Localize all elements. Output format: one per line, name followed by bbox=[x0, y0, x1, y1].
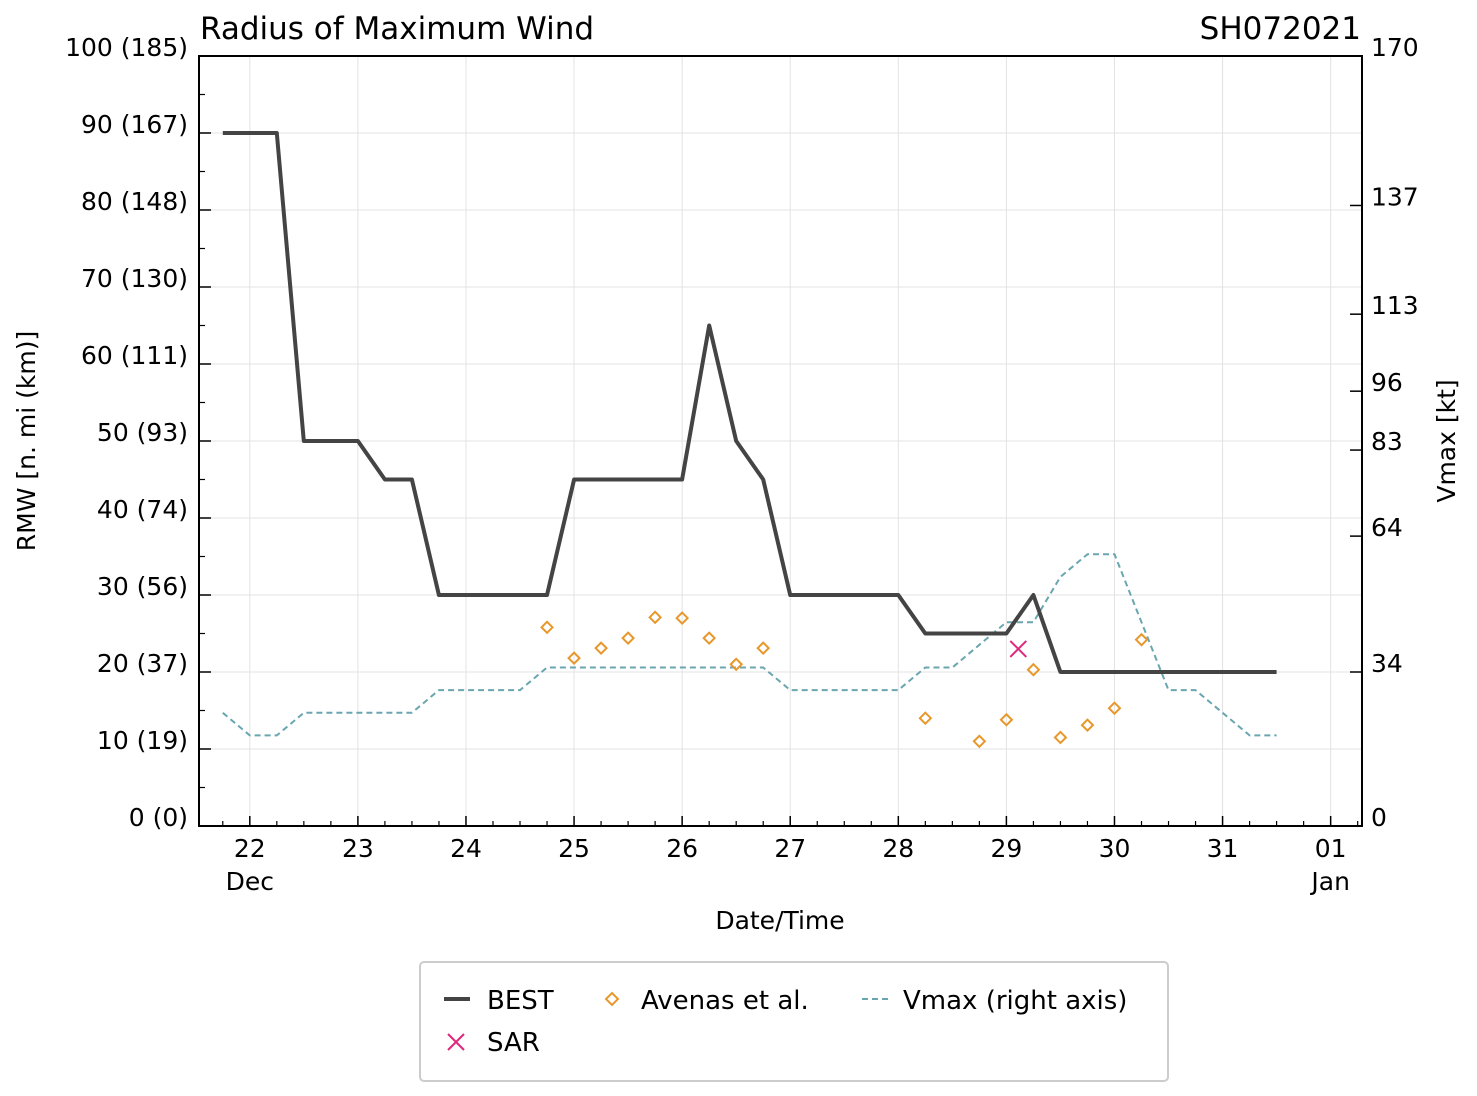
avenas-series bbox=[540, 610, 1149, 749]
avenas-point bbox=[567, 651, 581, 666]
axis-ticks bbox=[199, 55, 1362, 827]
x-axis-title: Date/Time bbox=[715, 906, 844, 935]
legend-sar-swatch bbox=[447, 1033, 465, 1051]
avenas-point bbox=[648, 610, 663, 625]
legend-vmax-label: Vmax (right axis) bbox=[903, 986, 1127, 1016]
avenas-point bbox=[540, 620, 554, 635]
legend-avenas-swatch bbox=[604, 991, 620, 1007]
legend-best-label: BEST bbox=[487, 986, 554, 1016]
left-tick-labels: 0 (0) 10 (19) 20 (37) 30 (56) 40 (74) 50 (93)… bbox=[65, 33, 188, 832]
legend-sar-label: SAR bbox=[487, 1028, 540, 1058]
right-axis-title: Vmax [kt] bbox=[1432, 379, 1461, 502]
y-left-tick-label: 100 (185) bbox=[65, 33, 188, 62]
avenas-point bbox=[1134, 632, 1149, 647]
y-right-tick-label: 0 bbox=[1371, 803, 1387, 832]
avenas-point bbox=[621, 631, 636, 646]
x-tick-sublabel: Jan bbox=[1309, 867, 1350, 896]
sar-series bbox=[1009, 640, 1027, 658]
avenas-point bbox=[1026, 662, 1041, 677]
x-tick-label: 22 bbox=[234, 834, 266, 863]
y-right-tick-label: 83 bbox=[1371, 427, 1403, 456]
chart-title: Radius of Maximum Wind bbox=[200, 11, 594, 47]
x-tick-label: 26 bbox=[666, 834, 698, 863]
y-right-tick-label: 64 bbox=[1371, 513, 1403, 542]
legend-box bbox=[419, 961, 1169, 1082]
avenas-point bbox=[1053, 730, 1068, 745]
x-tick-labels: 22 Dec 23 24 25 26 27 28 29 30 31 01 Jan bbox=[226, 834, 1350, 896]
y-left-tick-label: 40 (74) bbox=[97, 495, 188, 524]
sar-point bbox=[1009, 640, 1027, 658]
avenas-point bbox=[972, 734, 987, 749]
x-tick-label: 01 bbox=[1315, 834, 1347, 863]
y-left-tick-label: 20 (37) bbox=[97, 649, 188, 678]
x-tick-label: 27 bbox=[774, 834, 806, 863]
storm-id: SH072021 bbox=[1200, 11, 1361, 47]
y-left-tick-label: 90 (167) bbox=[81, 110, 188, 139]
legend: BEST SAR Avenas et al. Vmax (right axis) bbox=[419, 961, 1169, 1082]
x-tick-label: 23 bbox=[342, 834, 374, 863]
y-left-tick-label: 80 (148) bbox=[81, 187, 188, 216]
avenas-point bbox=[729, 657, 744, 672]
vmax-series bbox=[222, 553, 1277, 737]
legend-avenas-label: Avenas et al. bbox=[641, 986, 809, 1016]
right-tick-labels: 0 34 64 83 96 113 137 170 bbox=[1371, 33, 1419, 832]
y-right-tick-label: 34 bbox=[1371, 649, 1403, 678]
y-left-tick-label: 0 (0) bbox=[129, 803, 188, 832]
x-tick-sublabel: Dec bbox=[226, 867, 274, 896]
y-left-tick-label: 50 (93) bbox=[97, 418, 188, 447]
left-axis-title: RMW [n. mi (km)] bbox=[12, 331, 41, 551]
y-right-tick-label: 113 bbox=[1371, 291, 1419, 320]
avenas-point bbox=[1080, 718, 1095, 733]
x-tick-label: 31 bbox=[1207, 834, 1239, 863]
y-left-tick-label: 30 (56) bbox=[97, 572, 188, 601]
avenas-point bbox=[675, 611, 690, 626]
avenas-point bbox=[702, 631, 717, 646]
y-left-tick-label: 10 (19) bbox=[97, 726, 188, 755]
x-tick-label: 28 bbox=[882, 834, 914, 863]
y-right-tick-label: 96 bbox=[1371, 368, 1403, 397]
x-tick-label: 24 bbox=[450, 834, 482, 863]
y-left-tick-label: 70 (130) bbox=[81, 264, 188, 293]
x-tick-label: 30 bbox=[1099, 834, 1131, 863]
avenas-point bbox=[756, 641, 771, 656]
avenas-point bbox=[918, 711, 933, 726]
best-series bbox=[222, 131, 1277, 674]
y-right-tick-label: 170 bbox=[1371, 33, 1419, 62]
x-tick-label: 29 bbox=[990, 834, 1022, 863]
best-line bbox=[222, 131, 1277, 674]
y-left-tick-label: 60 (111) bbox=[81, 341, 188, 370]
y-right-tick-label: 137 bbox=[1371, 182, 1419, 211]
vmax-line bbox=[222, 553, 1277, 737]
avenas-point bbox=[1107, 701, 1122, 716]
x-tick-label: 25 bbox=[558, 834, 590, 863]
avenas-point bbox=[999, 712, 1014, 727]
avenas-point bbox=[594, 641, 608, 656]
